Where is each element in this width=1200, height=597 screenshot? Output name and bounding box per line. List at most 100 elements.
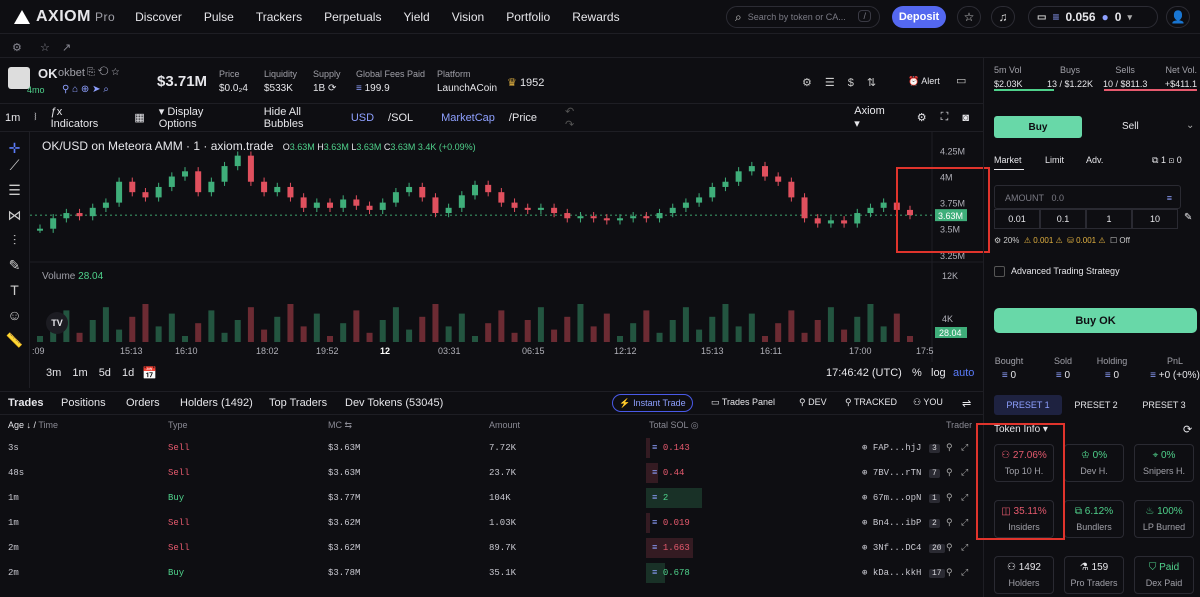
quick-amount-01[interactable]: 0.1 [1040, 209, 1086, 229]
tracked-filter[interactable]: ⚲ TRACKED [845, 397, 897, 407]
lp-burned-card[interactable]: ♨ 100% LP Burned [1134, 500, 1194, 538]
price-chart[interactable]: ✛ ⟋ ☰ ⋈ ⫶ ✎ T ☺ 📏 4.25M 4M 3.75M 3.5M 3.25M 3… [0, 132, 983, 388]
candle-type-icon[interactable]: ⧘ [34, 111, 37, 123]
wallet-count[interactable]: ⧉ 1 ⊡ 0 [1152, 155, 1182, 165]
crosshair-icon[interactable]: ✛ [8, 140, 21, 156]
source-select[interactable]: Axiom ▾ [854, 105, 885, 130]
search-input[interactable]: ⌕ Search by token or CA... / [726, 6, 880, 28]
edit-icon[interactable]: ✎ [1184, 212, 1193, 223]
tab-holders[interactable]: Holders (1492) [180, 397, 253, 409]
table-row[interactable]: 48s Sell $3.63M 23.7K ≡ 0.44 ⊕ 7BV...rTN 7 ⚲ ⤢ [0, 461, 983, 485]
nav-discover[interactable]: Discover [135, 9, 182, 24]
preset-2-tab[interactable]: PRESET 2 [1074, 400, 1118, 410]
star-icon[interactable]: ☆ [957, 6, 981, 28]
bundlers-card[interactable]: ⧉ 6.12% Bundlers [1064, 500, 1124, 538]
trade-filter-icon[interactable]: ⚲ [946, 568, 953, 578]
trade-trader[interactable]: ⊕ kDa...kkH [862, 568, 922, 578]
settings-icon[interactable]: ⚙ [12, 42, 22, 54]
nav-perpetuals[interactable]: Perpetuals [324, 9, 382, 24]
indicators-button[interactable]: ƒx Indicators [50, 105, 99, 130]
bell-icon[interactable]: ♫ [991, 6, 1015, 28]
preset-3-tab[interactable]: PRESET 3 [1142, 400, 1186, 410]
alert-button[interactable]: ⏰ Alert [908, 76, 940, 86]
sell-tab[interactable]: Sell [1122, 121, 1139, 132]
chart-icon[interactable]: ↗ [62, 42, 72, 54]
tradingview-logo[interactable]: TV [46, 312, 68, 334]
measure-icon[interactable]: ⫶ [12, 232, 17, 248]
trade-filter-icon[interactable]: ⚲ [946, 468, 953, 478]
quick-amount-1[interactable]: 1 [1086, 209, 1132, 229]
nav-yield[interactable]: Yield [403, 9, 430, 24]
trade-trader[interactable]: ⊕ 7BV...rTN [862, 468, 922, 478]
sliders-icon[interactable]: ⇌ [962, 398, 972, 410]
holders-card[interactable]: ⚇ 1492 Holders [994, 556, 1054, 594]
snipers-card[interactable]: ⌖ 0% Snipers H. [1134, 444, 1194, 482]
dev-holdings-card[interactable]: ♔ 0% Dev H. [1064, 444, 1124, 482]
trade-link-icon[interactable]: ⤢ [961, 543, 969, 553]
trade-filter-icon[interactable]: ⚲ [946, 493, 953, 503]
token-link-icons[interactable]: ⎘ ⟲ ☆ [87, 67, 120, 78]
tab-orders[interactable]: Orders [126, 397, 160, 409]
percent-toggle[interactable]: % [912, 367, 922, 379]
age-column[interactable]: Age ↓ / Time [8, 420, 59, 430]
brush-icon[interactable]: ✎ [8, 257, 21, 273]
limit-tab[interactable]: Limit [1045, 155, 1065, 165]
trade-link-icon[interactable]: ⤢ [961, 493, 969, 503]
top10-card[interactable]: ⚇ 27.06% Top 10 H. [994, 444, 1054, 482]
chevron-down-icon[interactable]: ⌄ [1186, 120, 1195, 131]
strategy-checkbox[interactable] [994, 266, 1005, 277]
user-icon[interactable]: 👤 [1166, 6, 1190, 28]
trade-link-icon[interactable]: ⤢ [961, 518, 969, 528]
market-tab[interactable]: Market [994, 155, 1022, 165]
timeframe-button[interactable]: 1m [5, 111, 21, 124]
trade-link-icon[interactable]: ⤢ [961, 443, 969, 453]
auto-toggle[interactable]: auto [953, 367, 975, 379]
nav-trackers[interactable]: Trackers [255, 9, 303, 24]
camera-icon[interactable]: ◙ [962, 111, 969, 124]
dex-paid-card[interactable]: ⛉ Paid Dex Paid [1134, 556, 1194, 594]
metric-toggle[interactable]: MarketCap/Price [441, 111, 538, 124]
watchlist-star-icon[interactable]: ☆ [40, 42, 50, 54]
trade-link-icon[interactable]: ⤢ [961, 568, 969, 578]
tab-top-traders[interactable]: Top Traders [269, 397, 328, 409]
trade-filter-icon[interactable]: ⚲ [946, 543, 953, 553]
fullscreen-icon[interactable]: ⛶ [940, 111, 949, 123]
ruler-icon[interactable]: 📏 [5, 332, 24, 348]
trade-filter-icon[interactable]: ⚲ [946, 518, 953, 528]
pattern-icon[interactable]: ⋈ [7, 207, 22, 223]
emoji-icon[interactable]: ☺ [7, 307, 22, 323]
deposit-button[interactable]: Deposit [892, 6, 946, 28]
amount-input[interactable]: AMOUNT 0.0 ≡ [994, 185, 1181, 209]
you-filter[interactable]: ⚇ YOU [913, 397, 943, 407]
log-toggle[interactable]: log [931, 367, 946, 379]
trade-trader[interactable]: ⊕ FAP...hjJ [862, 443, 922, 453]
quick-amount-001[interactable]: 0.01 [994, 209, 1040, 229]
chart-canvas[interactable]: 4.25M 4M 3.75M 3.5M 3.25M 3.63M 12K 4K 28.04:09 1… [30, 132, 983, 388]
layout-icon[interactable]: ▭ [956, 75, 967, 87]
refresh-icon[interactable]: ⟳ [1183, 424, 1193, 436]
table-row[interactable]: 2m Sell $3.62M 89.7K ≡ 1.663 ⊕ 3Nf...DC4 20 ⚲ ⤢ [0, 536, 983, 560]
nav-vision[interactable]: Vision [451, 9, 485, 24]
trade-link-icon[interactable]: ⤢ [961, 468, 969, 478]
range-buttons[interactable]: 3m 1m 5d 1d [46, 367, 135, 379]
currency-toggle[interactable]: USD/SOL [350, 111, 414, 124]
social-icons[interactable]: ⚲ ⌂ ⊕ ➤ ⌕ [62, 84, 109, 95]
nav-portfolio[interactable]: Portfolio [506, 9, 551, 24]
table-row[interactable]: 1m Buy $3.77M 104K ≡ 2 ⊕ 67m...opN 1 ⚲ ⤢ [0, 486, 983, 510]
trendline-icon[interactable]: ⟋ [9, 157, 20, 173]
dev-filter[interactable]: ⚲ DEV [799, 397, 827, 407]
adv-tab[interactable]: Adv. [1086, 155, 1104, 165]
trade-trader[interactable]: ⊕ 67m...opN [862, 493, 922, 503]
trade-filter-icon[interactable]: ⚲ [946, 443, 953, 453]
display-options-button[interactable]: ▾ Display Options [158, 106, 204, 130]
buy-ok-button[interactable]: Buy OK [994, 308, 1197, 333]
grid-icon[interactable]: ▦ [134, 112, 145, 124]
table-row[interactable]: 3s Sell $3.63M 7.72K ≡ 0.143 ⊕ FAP...hjJ 3 ⚲ ⤢ [0, 436, 983, 460]
table-row[interactable]: 2m Buy $3.78M 35.1K ≡ 0.678 ⊕ kDa...kkH 17 ⚲ ⤢ [0, 561, 983, 585]
holders-badge[interactable]: ♛ 1952 [507, 77, 545, 89]
table-row[interactable]: 1m Sell $3.62M 1.03K ≡ 0.019 ⊕ Bn4...ibP 2 ⚲ ⤢ [0, 511, 983, 535]
trades-panel-button[interactable]: ▭ Trades Panel [711, 397, 776, 407]
quick-amount-10[interactable]: 10 [1132, 209, 1178, 229]
axiom-logo[interactable]: AXIOM Pro [14, 8, 115, 26]
pro-traders-card[interactable]: ⚗ 159 Pro Traders [1064, 556, 1124, 594]
